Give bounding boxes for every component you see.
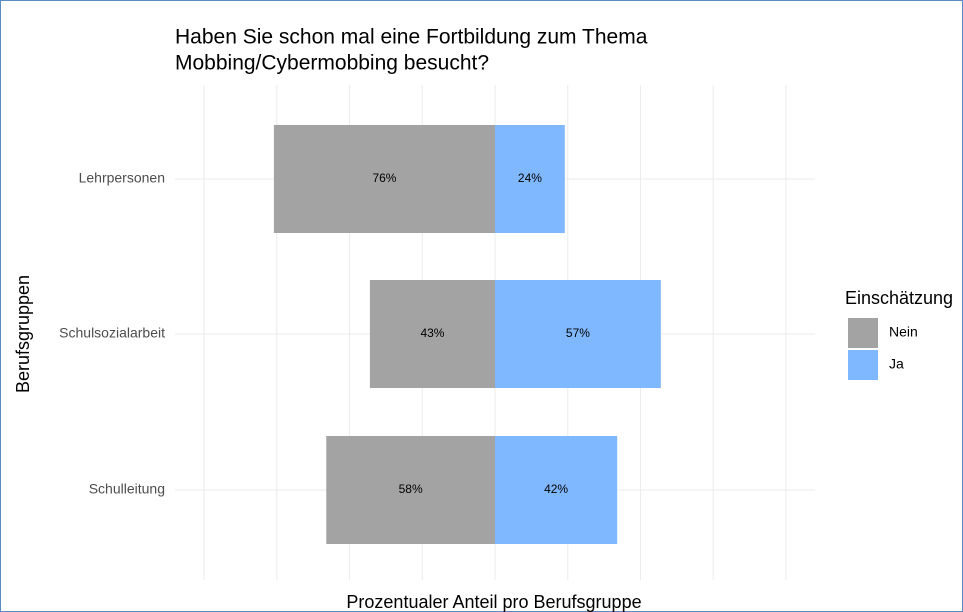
bar — [273, 125, 495, 233]
bars: 76% 43% 58% 24% 57% 42% — [273, 125, 661, 544]
legend-key — [848, 350, 878, 380]
data-label: 42% — [544, 482, 568, 496]
data-label: 43% — [420, 326, 444, 340]
bar — [369, 280, 495, 388]
bar — [495, 280, 661, 388]
y-tick-label: Schulleitung — [89, 481, 165, 497]
legend-title: Einschätzung — [845, 288, 953, 308]
bar — [495, 436, 618, 544]
y-tick-label: Schulsozialarbeit — [59, 325, 165, 341]
legend-label: Ja — [889, 356, 904, 372]
data-label: 24% — [518, 171, 542, 185]
bar — [495, 125, 565, 233]
y-axis-label: Berufsgruppen — [13, 275, 33, 393]
legend: Nein Ja — [848, 318, 918, 380]
data-label: 57% — [566, 326, 590, 340]
bar — [326, 436, 495, 544]
legend-key — [848, 318, 878, 348]
chart-title: Haben Sie schon mal eine Fortbildung zum… — [175, 26, 648, 49]
chart-title: Mobbing/Cybermobbing besucht? — [175, 52, 489, 75]
data-label: 76% — [372, 171, 396, 185]
y-tick-label: Lehrpersonen — [79, 170, 165, 186]
data-label: 58% — [399, 482, 423, 496]
x-axis-label: Prozentualer Anteil pro Berufsgruppe — [346, 592, 641, 612]
legend-label: Nein — [889, 324, 918, 340]
